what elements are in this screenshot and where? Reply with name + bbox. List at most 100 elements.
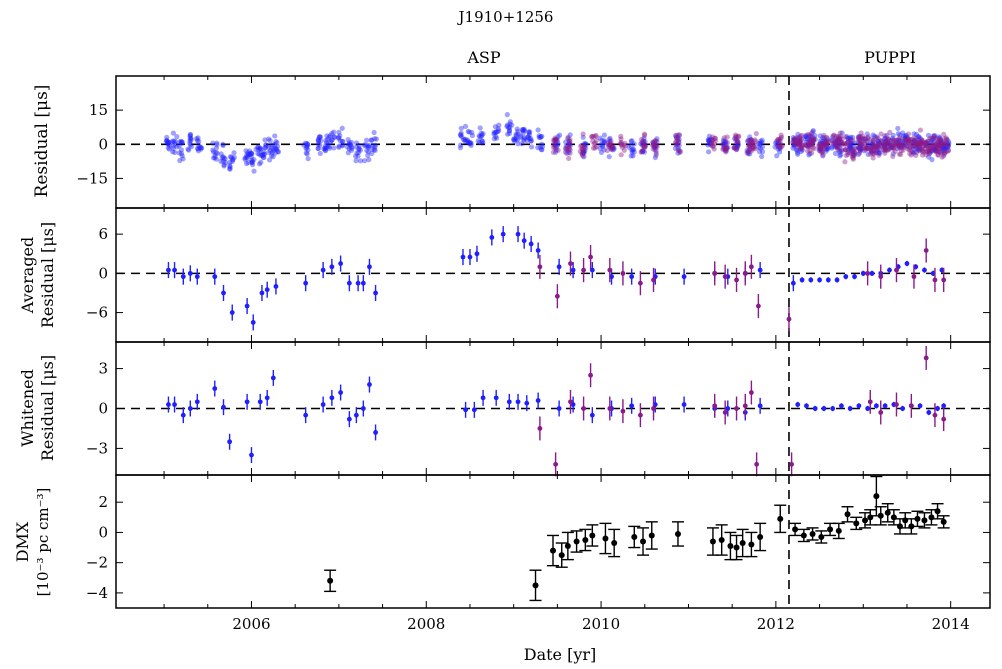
data-point (845, 139, 851, 145)
data-point (723, 138, 729, 145)
data-point (777, 146, 783, 152)
data-point (739, 540, 746, 547)
data-point (566, 145, 572, 151)
data-point (552, 137, 558, 144)
data-point (911, 137, 918, 143)
data-point (213, 156, 219, 162)
data-point (722, 146, 729, 153)
data-point (877, 143, 884, 149)
data-point (463, 407, 468, 413)
data-point (641, 132, 648, 138)
data-point (845, 149, 851, 156)
data-point (799, 142, 805, 148)
data-point (901, 144, 907, 150)
data-point (851, 152, 857, 159)
data-point (803, 134, 809, 140)
data-point (721, 145, 727, 152)
data-point (362, 158, 368, 164)
data-point (639, 141, 645, 148)
data-point (712, 135, 718, 141)
data-point (804, 148, 811, 154)
data-point (873, 144, 880, 150)
data-point (178, 150, 185, 157)
data-point (180, 412, 186, 418)
data-point (885, 136, 891, 143)
data-point (513, 136, 519, 142)
data-point (886, 140, 892, 146)
data-point (362, 142, 368, 148)
data-point (926, 154, 932, 160)
data-point (303, 412, 309, 418)
data-point (340, 143, 346, 149)
data-point (631, 149, 637, 155)
data-point (804, 403, 809, 409)
data-point (945, 143, 951, 149)
data-point (750, 139, 756, 145)
data-point (847, 141, 854, 147)
data-point (790, 145, 796, 151)
data-point (932, 146, 939, 152)
data-point (883, 137, 890, 144)
data-point (580, 153, 586, 159)
data-point (917, 403, 923, 409)
data-point (628, 153, 634, 159)
data-point (568, 261, 573, 266)
label-asp: ASP (466, 48, 501, 67)
data-point (926, 147, 933, 154)
data-point (896, 143, 902, 149)
data-point (346, 280, 352, 286)
data-point (909, 136, 915, 142)
data-point (757, 145, 763, 151)
data-point (466, 140, 473, 147)
data-point (521, 135, 527, 141)
data-point (164, 134, 170, 140)
data-point (759, 144, 766, 150)
data-point (165, 139, 171, 145)
data-point (506, 125, 512, 131)
data-point (582, 536, 589, 543)
data-point (274, 146, 280, 152)
data-point (256, 161, 263, 167)
data-point (791, 136, 797, 142)
data-point (734, 406, 739, 411)
data-point (904, 261, 910, 266)
data-point (731, 145, 737, 151)
data-point (493, 133, 499, 140)
data-point (897, 142, 903, 148)
data-point (227, 154, 234, 160)
data-point (709, 538, 716, 545)
data-point (638, 136, 645, 143)
data-point (267, 137, 273, 144)
data-point (581, 154, 587, 160)
data-point (870, 138, 876, 144)
data-point (882, 142, 888, 148)
data-point (654, 139, 660, 145)
data-point (875, 143, 881, 149)
data-point (890, 151, 896, 157)
data-point (942, 145, 948, 151)
data-point (936, 142, 942, 148)
data-point (847, 138, 853, 144)
data-point (229, 158, 235, 164)
data-point (491, 129, 497, 135)
data-point (856, 133, 863, 140)
data-point (467, 254, 473, 260)
data-point (570, 267, 576, 273)
data-point (304, 140, 310, 147)
data-point (538, 134, 544, 140)
data-point (367, 382, 372, 387)
data-point (916, 147, 922, 154)
series-asp (163, 112, 952, 174)
data-point (588, 254, 593, 260)
data-point (733, 134, 739, 141)
data-point (807, 148, 813, 154)
data-point (860, 140, 866, 147)
data-point (367, 264, 372, 270)
data-point (837, 135, 843, 141)
data-point (608, 143, 614, 149)
panel-frame (115, 207, 991, 343)
data-point (601, 132, 608, 138)
data-point (895, 145, 901, 152)
data-point (638, 280, 643, 286)
data-point (618, 142, 625, 148)
